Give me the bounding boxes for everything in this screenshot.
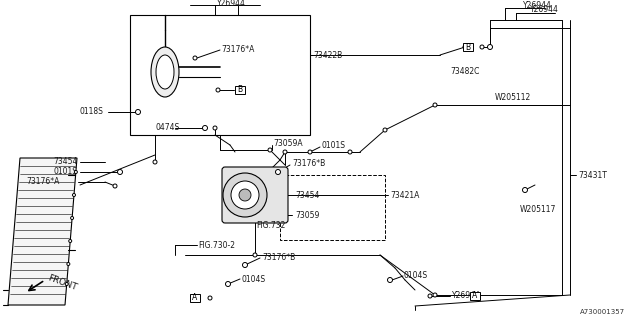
Text: 73176*B: 73176*B bbox=[292, 159, 325, 169]
Text: A: A bbox=[193, 293, 198, 302]
Circle shape bbox=[268, 148, 272, 152]
Circle shape bbox=[193, 56, 197, 60]
Text: W205112: W205112 bbox=[495, 93, 531, 102]
Circle shape bbox=[213, 126, 217, 130]
Bar bbox=[470, 292, 480, 300]
Text: 73482C: 73482C bbox=[450, 68, 479, 76]
Circle shape bbox=[463, 45, 467, 49]
Circle shape bbox=[72, 194, 76, 196]
Circle shape bbox=[208, 296, 212, 300]
Text: 0101S: 0101S bbox=[54, 166, 78, 175]
Circle shape bbox=[275, 170, 280, 174]
Text: 73176*A: 73176*A bbox=[27, 177, 60, 186]
Text: Y26944: Y26944 bbox=[523, 1, 552, 10]
Text: 73176*A: 73176*A bbox=[221, 44, 254, 53]
Circle shape bbox=[202, 125, 207, 131]
Circle shape bbox=[239, 189, 251, 201]
Circle shape bbox=[433, 103, 437, 107]
Circle shape bbox=[67, 262, 70, 266]
Text: Y26944: Y26944 bbox=[452, 292, 481, 300]
Circle shape bbox=[113, 184, 117, 188]
Text: Y26944: Y26944 bbox=[217, 0, 246, 7]
Text: 73431T: 73431T bbox=[578, 171, 607, 180]
Circle shape bbox=[136, 109, 141, 115]
Circle shape bbox=[118, 170, 122, 174]
Text: 0474S: 0474S bbox=[155, 123, 179, 132]
Circle shape bbox=[308, 150, 312, 154]
Text: A730001357: A730001357 bbox=[580, 309, 625, 315]
Circle shape bbox=[348, 150, 352, 154]
Circle shape bbox=[387, 277, 392, 283]
Text: 0101S: 0101S bbox=[322, 141, 346, 150]
Text: 0104S: 0104S bbox=[404, 270, 428, 279]
Text: 73454: 73454 bbox=[54, 157, 78, 166]
Circle shape bbox=[216, 88, 220, 92]
Circle shape bbox=[428, 294, 432, 298]
Circle shape bbox=[480, 45, 484, 49]
Circle shape bbox=[65, 283, 68, 285]
Text: FIG.730-2: FIG.730-2 bbox=[198, 241, 235, 250]
Text: Y26944: Y26944 bbox=[530, 5, 559, 14]
Ellipse shape bbox=[156, 55, 174, 89]
Text: 73454: 73454 bbox=[295, 190, 319, 199]
Text: 73059: 73059 bbox=[295, 211, 319, 220]
Bar bbox=[190, 294, 200, 302]
Circle shape bbox=[74, 171, 77, 173]
Bar bbox=[235, 86, 245, 94]
FancyBboxPatch shape bbox=[222, 167, 288, 223]
Text: FRONT: FRONT bbox=[47, 274, 78, 293]
Circle shape bbox=[223, 173, 267, 217]
Circle shape bbox=[243, 262, 248, 268]
Circle shape bbox=[488, 44, 493, 50]
Text: 0104S: 0104S bbox=[242, 275, 266, 284]
Circle shape bbox=[153, 160, 157, 164]
Text: W205117: W205117 bbox=[520, 205, 556, 214]
Bar bbox=[130, 15, 310, 135]
Text: 73059A: 73059A bbox=[273, 139, 303, 148]
Text: 73421A: 73421A bbox=[390, 190, 419, 199]
Text: 0118S: 0118S bbox=[80, 108, 104, 116]
Circle shape bbox=[225, 282, 230, 286]
Text: 73176*B: 73176*B bbox=[262, 253, 295, 262]
Circle shape bbox=[283, 150, 287, 154]
Circle shape bbox=[70, 217, 74, 220]
Text: B: B bbox=[237, 85, 243, 94]
Text: 73422B: 73422B bbox=[313, 51, 342, 60]
Text: FIG.732: FIG.732 bbox=[256, 220, 285, 229]
Polygon shape bbox=[8, 158, 77, 305]
Circle shape bbox=[253, 253, 257, 257]
Bar bbox=[280, 175, 385, 240]
Circle shape bbox=[433, 293, 437, 297]
Circle shape bbox=[231, 181, 259, 209]
Text: B: B bbox=[465, 43, 470, 52]
Text: A: A bbox=[472, 292, 477, 300]
Circle shape bbox=[68, 239, 72, 243]
Ellipse shape bbox=[151, 47, 179, 97]
Circle shape bbox=[383, 128, 387, 132]
Circle shape bbox=[522, 188, 527, 193]
Bar bbox=[463, 43, 473, 51]
